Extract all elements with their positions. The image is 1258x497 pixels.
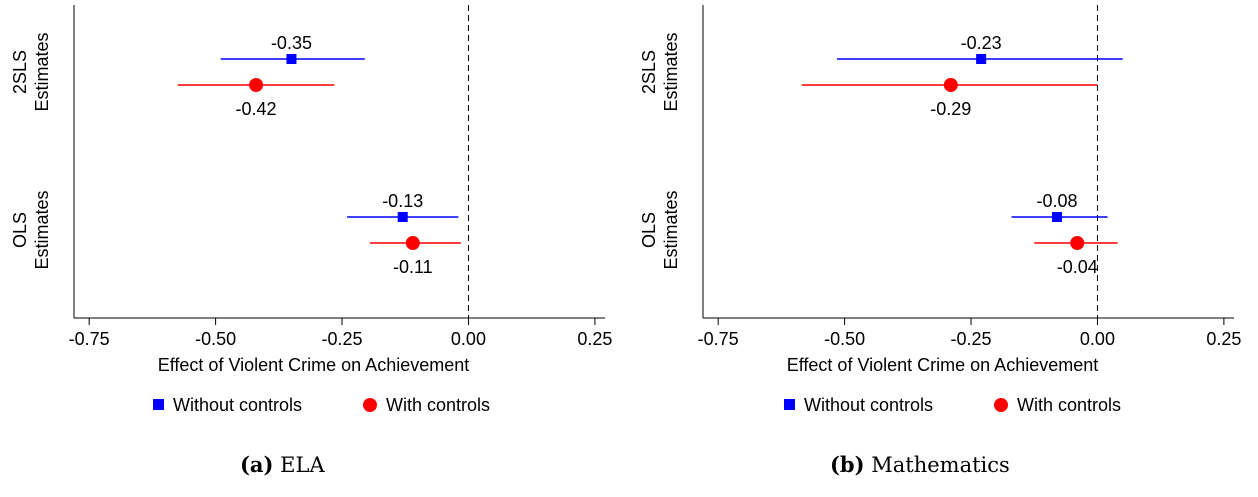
x-tick-label: 0.25	[577, 329, 612, 349]
y-group-label-line2: Estimates	[661, 32, 681, 111]
caption-mathematics: (b) Mathematics	[830, 452, 1010, 477]
y-group-label-line1: 2SLS	[10, 50, 30, 94]
point-marker-circle	[943, 78, 958, 92]
data-label: -0.08	[1036, 191, 1077, 211]
caption-letter: (b)	[830, 452, 865, 477]
x-tick-label: 0.00	[1080, 329, 1115, 349]
chart-panel-mathematics: -0.75 -0.50 -0.25 0.00 0.25 Effect of Violent…	[629, 0, 1258, 497]
point-marker-square	[397, 212, 408, 222]
legend-label-without-controls: Without controls	[804, 395, 933, 415]
legend-marker-circle	[994, 398, 1008, 412]
caption-text: ELA	[280, 453, 325, 477]
x-tick-label: -0.50	[195, 329, 236, 349]
y-group-label-line1: OLS	[639, 212, 659, 248]
y-group-label: 2SLS Estimates	[10, 32, 52, 111]
y-group-label: OLS Estimates	[639, 190, 681, 269]
data-label: -0.13	[382, 191, 423, 211]
y-group-label-line2: Estimates	[32, 32, 52, 111]
data-label: -0.23	[961, 33, 1002, 53]
x-tick-label: -0.25	[951, 329, 992, 349]
y-group-label-line2: Estimates	[661, 190, 681, 269]
point-marker-square	[976, 54, 987, 64]
x-tick-label: 0.25	[1206, 329, 1241, 349]
data-label: -0.04	[1057, 257, 1098, 277]
x-axis-label: Effect of Violent Crime on Achievement	[158, 355, 470, 375]
data-label: -0.35	[271, 33, 312, 53]
chart-ela: -0.75 -0.50 -0.25 0.00 0.25 Effect of Violent…	[10, 5, 612, 415]
point-marker-square	[1052, 212, 1062, 222]
x-tick-label: 0.00	[451, 329, 486, 349]
legend-label-without-controls: Without controls	[173, 395, 302, 415]
x-tick-label: -0.75	[69, 329, 110, 349]
point-marker-circle	[1070, 236, 1085, 250]
y-group-label-line2: Estimates	[32, 190, 52, 269]
point-marker-square	[286, 54, 297, 64]
legend-marker-square	[784, 399, 795, 410]
point-marker-circle	[249, 78, 264, 92]
y-group-label-line1: 2SLS	[639, 50, 659, 94]
legend-label-with-controls: With controls	[1017, 395, 1121, 415]
chart-mathematics: -0.75 -0.50 -0.25 0.00 0.25 Effect of Violent…	[639, 5, 1241, 415]
point-marker-circle	[405, 236, 420, 250]
data-label: -0.29	[930, 99, 971, 119]
caption-ela: (a) ELA	[240, 452, 325, 477]
y-group-label-line1: OLS	[10, 212, 30, 248]
legend-marker-square	[153, 399, 164, 410]
y-group-label: OLS Estimates	[10, 190, 52, 269]
x-tick-label: -0.25	[322, 329, 363, 349]
x-axis-label: Effect of Violent Crime on Achievement	[787, 355, 1099, 375]
legend-label-with-controls: With controls	[386, 395, 490, 415]
caption-text: Mathematics	[871, 453, 1010, 477]
y-group-label: 2SLS Estimates	[639, 32, 681, 111]
x-tick-label: -0.50	[824, 329, 865, 349]
legend-marker-circle	[363, 398, 377, 412]
caption-letter: (a)	[240, 452, 274, 477]
x-tick-label: -0.75	[698, 329, 739, 349]
chart-panel-ela: -0.75 -0.50 -0.25 0.00 0.25 Effect of Violent…	[10, 5, 612, 477]
data-label: -0.42	[236, 99, 277, 119]
data-label: -0.11	[393, 257, 433, 277]
